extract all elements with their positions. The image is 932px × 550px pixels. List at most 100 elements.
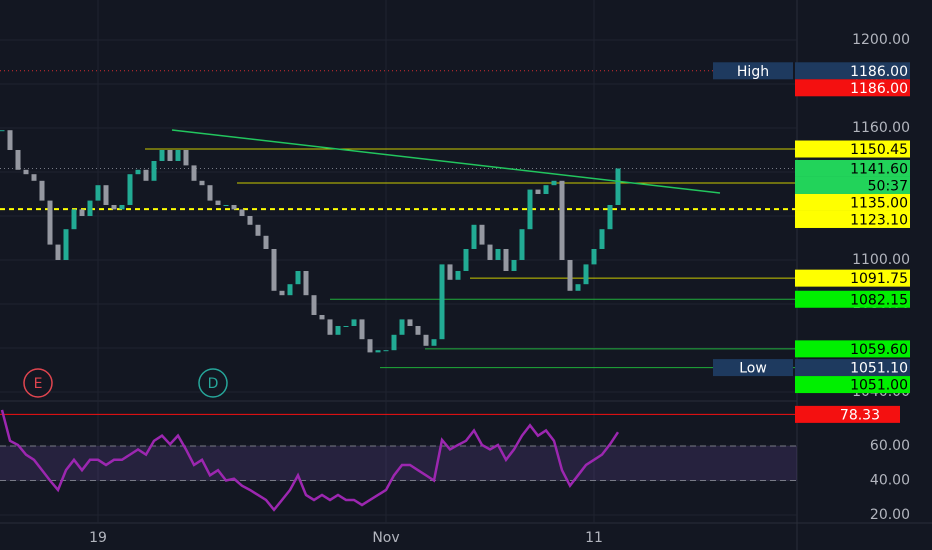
- price-label: 1135.00: [850, 195, 908, 211]
- candle: [199, 180, 205, 186]
- price-label: 78.33: [840, 407, 880, 423]
- candle: [591, 248, 597, 265]
- candle: [423, 334, 429, 346]
- price-label-box: [795, 159, 910, 177]
- candle: [303, 270, 309, 296]
- candle: [159, 149, 165, 161]
- price-label: 1051.00: [850, 378, 908, 394]
- price-label-box: [795, 340, 910, 358]
- label-name: High: [737, 64, 769, 80]
- price-label: 1186.00: [850, 64, 908, 80]
- candle: [47, 200, 53, 245]
- price-label-box: [795, 405, 900, 423]
- candle: [111, 204, 117, 210]
- candle: [135, 169, 141, 175]
- price-label: 1123.10: [850, 212, 908, 228]
- candle: [263, 235, 269, 249]
- candle: [567, 259, 573, 291]
- candle: [311, 295, 317, 315]
- candle: [239, 209, 245, 216]
- marks-layer: [0, 130, 621, 512]
- event-label: E: [34, 376, 43, 392]
- candle: [383, 350, 389, 352]
- event-marker: [23, 368, 53, 398]
- candle: [415, 325, 421, 335]
- candle: [559, 180, 565, 260]
- candle: [375, 350, 381, 353]
- candle: [439, 264, 445, 340]
- candle: [487, 244, 493, 260]
- candle: [575, 284, 581, 291]
- candle: [247, 215, 253, 225]
- candle: [527, 189, 533, 230]
- price-label: 1186.00: [850, 81, 908, 97]
- candle: [231, 204, 237, 210]
- candle: [359, 319, 365, 340]
- event-label: D: [208, 376, 219, 392]
- price-label-box: [795, 376, 910, 394]
- candle: [7, 130, 13, 150]
- candle: [543, 185, 549, 194]
- price-label: 1059.60: [850, 342, 908, 358]
- candle: [455, 270, 461, 280]
- candle: [31, 174, 37, 181]
- y-tick-label: 20.00: [870, 507, 910, 523]
- price-label: 1141.60: [850, 161, 908, 177]
- candle: [0, 130, 5, 132]
- candle: [463, 248, 469, 271]
- rsi-line: [0, 409, 620, 512]
- price-label-box: [795, 290, 910, 308]
- candle: [535, 189, 541, 194]
- candle: [103, 185, 109, 205]
- candle: [183, 149, 189, 166]
- candle: [511, 259, 517, 271]
- price-label-box: [795, 269, 910, 287]
- candle: [367, 339, 373, 353]
- candle: [279, 290, 285, 296]
- rsi-band: [0, 446, 797, 481]
- candle: [503, 248, 509, 271]
- y-tick-label: 40.00: [870, 472, 910, 488]
- candle: [319, 314, 325, 320]
- y-tick-label: 1200.00: [852, 32, 910, 48]
- candle: [519, 229, 525, 260]
- price-label: 1051.10: [850, 361, 908, 377]
- candle: [151, 160, 157, 181]
- candle: [191, 165, 197, 181]
- price-label: 1082.15: [850, 292, 908, 308]
- event-marker: [198, 368, 228, 398]
- label-name: Low: [739, 361, 767, 377]
- candle: [551, 180, 557, 186]
- candle: [79, 209, 85, 216]
- candle: [55, 244, 61, 260]
- candle: [607, 204, 613, 230]
- labels-layer: 19 Nov 11 E D 1186.00 High 1186.00 1150.45 1141.6…: [34, 62, 910, 546]
- candle: [271, 248, 277, 291]
- trend-line: [171, 129, 721, 194]
- label-name-box: [713, 359, 793, 377]
- countdown-box: [795, 176, 910, 194]
- candle: [215, 200, 221, 205]
- candle: [583, 264, 589, 285]
- price-label-box: [795, 193, 910, 211]
- candle: [615, 168, 621, 205]
- candle: [431, 339, 437, 346]
- candle: [63, 229, 69, 260]
- candle: [39, 180, 45, 201]
- y-tick-label: 60.00: [870, 438, 910, 454]
- candle: [127, 174, 133, 205]
- candle: [223, 204, 229, 206]
- y-tick-label: 1100.00: [852, 252, 910, 268]
- candle: [407, 319, 413, 326]
- price-label-box: [795, 62, 910, 80]
- price-label: 1091.75: [850, 271, 908, 287]
- candle: [599, 229, 605, 249]
- x-tick-label: 19: [89, 530, 107, 546]
- candle: [15, 149, 21, 170]
- price-label-box: [795, 79, 910, 97]
- price-label-box: [795, 359, 910, 377]
- countdown: 50:37: [868, 178, 908, 194]
